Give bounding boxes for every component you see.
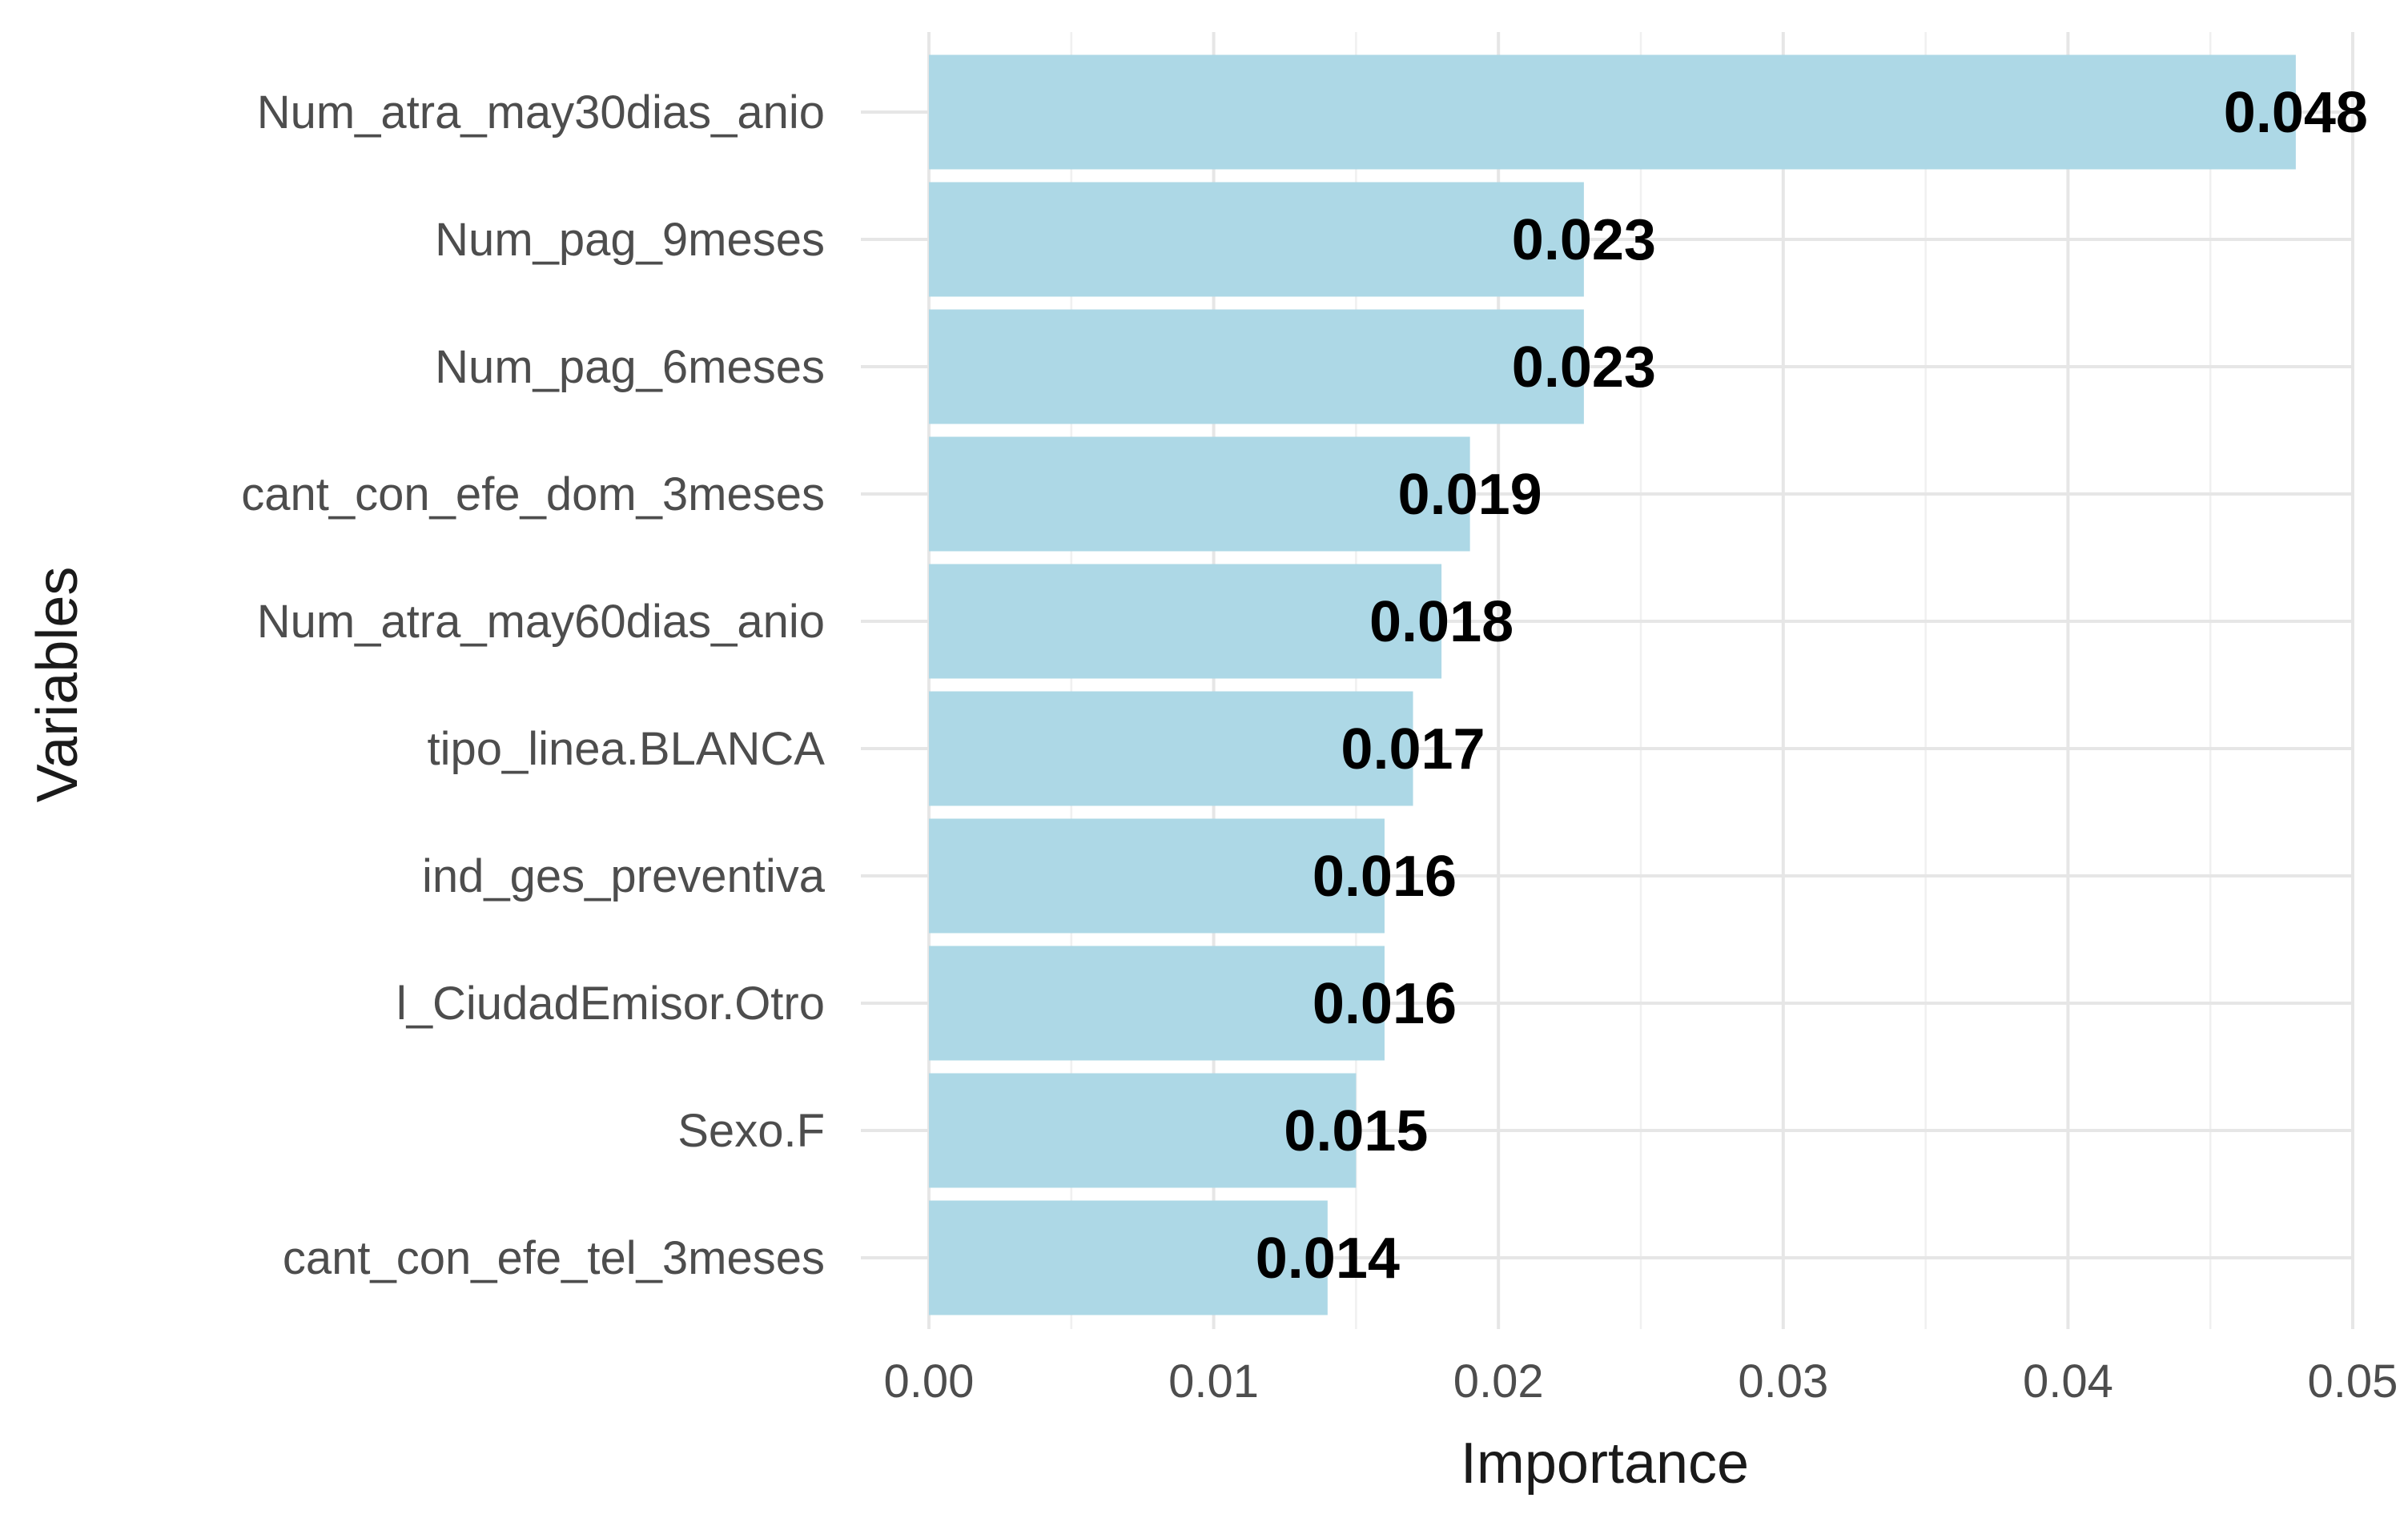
y-tick-label: Num_pag_9meses bbox=[435, 214, 825, 266]
data-labels: 0.048 0.023 0.023 0.019 0.018 0.017 0.016 0.016… bbox=[1256, 81, 2368, 1291]
bar bbox=[929, 818, 1385, 934]
y-axis-title: Variables bbox=[26, 567, 90, 803]
y-tick-label: Num_atra_may30dias_anio bbox=[257, 86, 825, 139]
y-tick-label: Num_pag_6meses bbox=[435, 341, 825, 393]
bar-data-label: 0.016 bbox=[1313, 972, 1457, 1036]
bar-data-label: 0.015 bbox=[1284, 1099, 1428, 1163]
bar-data-label: 0.023 bbox=[1512, 208, 1656, 272]
bar bbox=[929, 182, 1584, 297]
x-axis-title: Importance bbox=[1461, 1432, 1749, 1496]
y-tick-label: tipo_linea.BLANCA bbox=[427, 723, 825, 775]
x-tick-label: 0.02 bbox=[1453, 1355, 1544, 1408]
x-tick-label: 0.05 bbox=[2308, 1355, 2398, 1408]
bar bbox=[929, 691, 1413, 806]
bar bbox=[929, 1073, 1357, 1188]
y-tick-label: Sexo.F bbox=[677, 1105, 825, 1157]
bar bbox=[929, 564, 1442, 679]
bar-data-label: 0.048 bbox=[2224, 81, 2368, 145]
bar-data-label: 0.023 bbox=[1512, 335, 1656, 400]
bar bbox=[929, 946, 1385, 1061]
bar-data-label: 0.014 bbox=[1256, 1227, 1400, 1291]
x-tick-label: 0.00 bbox=[884, 1355, 975, 1408]
bar-data-label: 0.018 bbox=[1369, 590, 1514, 654]
y-tick-label: ind_ges_preventiva bbox=[422, 850, 826, 902]
x-tick-label: 0.01 bbox=[1168, 1355, 1259, 1408]
bar-data-label: 0.017 bbox=[1341, 717, 1485, 781]
bar bbox=[929, 1200, 1328, 1315]
bar-data-label: 0.019 bbox=[1398, 463, 1542, 527]
bar bbox=[929, 54, 2296, 170]
bars bbox=[929, 54, 2296, 1315]
bar-data-label: 0.016 bbox=[1313, 845, 1457, 909]
y-tick-label: Num_atra_may60dias_anio bbox=[257, 596, 825, 648]
bar bbox=[929, 436, 1470, 552]
y-tick-label: cant_con_efe_dom_3meses bbox=[241, 468, 825, 520]
y-tick-label: l_CiudadEmisor.Otro bbox=[396, 978, 825, 1030]
bar bbox=[929, 309, 1584, 424]
y-tick-label: cant_con_efe_tel_3meses bbox=[283, 1232, 825, 1284]
x-tick-label: 0.04 bbox=[2023, 1355, 2113, 1408]
y-axis-tick-labels: Num_atra_may30dias_anio Num_pag_9meses Num… bbox=[241, 86, 825, 1284]
x-axis-tick-labels: 0.00 0.01 0.02 0.03 0.04 0.05 bbox=[884, 1355, 2398, 1408]
x-tick-label: 0.03 bbox=[1738, 1355, 1828, 1408]
